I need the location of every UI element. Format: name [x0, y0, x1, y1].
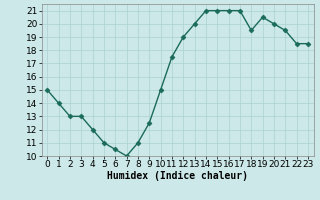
X-axis label: Humidex (Indice chaleur): Humidex (Indice chaleur): [107, 171, 248, 181]
